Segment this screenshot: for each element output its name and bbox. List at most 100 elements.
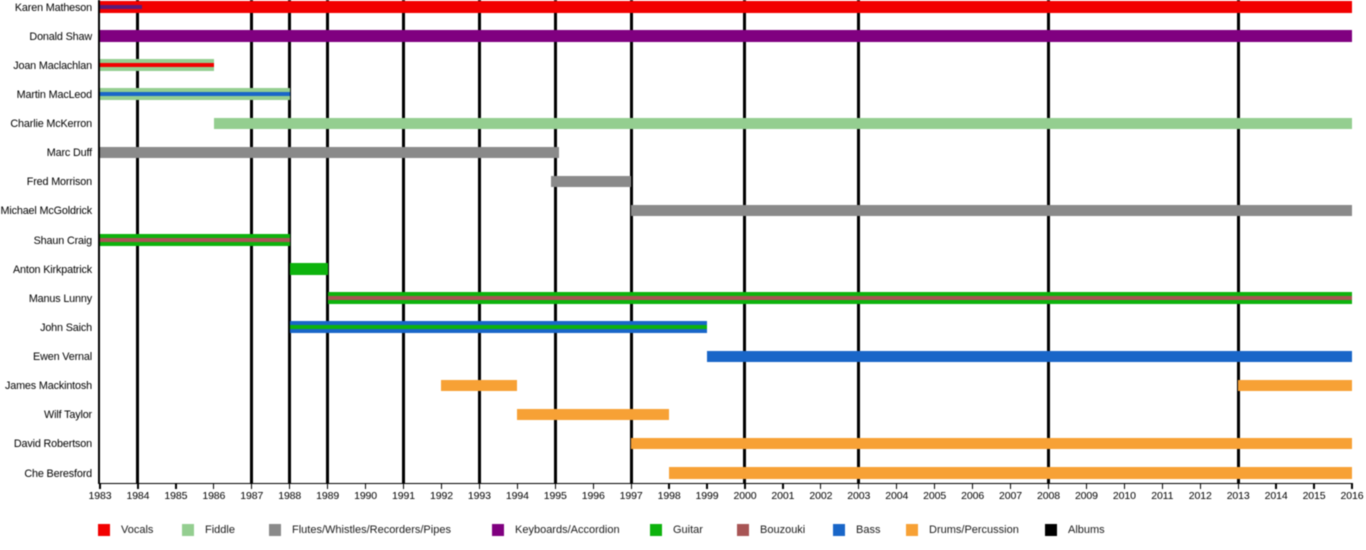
member-period-bar (213, 117, 1352, 130)
album-release-line (857, 0, 861, 484)
x-axis-year-label: 2011 (1151, 490, 1174, 502)
member-secondary-instrument-line (100, 4, 142, 9)
x-axis-tick (1199, 483, 1201, 489)
x-axis-tick (592, 483, 594, 489)
x-axis-year-label: 2000 (733, 490, 757, 502)
legend-swatch-albums (1045, 524, 1057, 536)
x-axis-tick (668, 483, 670, 489)
legend-label: Bass (856, 523, 881, 536)
x-axis-tick (440, 483, 443, 489)
album-release-line (326, 0, 330, 484)
legend-label: Keyboards/Accordion (515, 523, 620, 536)
member-name: Karen Matheson (14, 1, 92, 14)
member-name: Martin MacLeod (16, 88, 92, 101)
member-period-bar (100, 146, 560, 159)
member-period-bar (631, 437, 1352, 450)
album-release-line (743, 0, 747, 484)
legend-label: Guitar (673, 523, 703, 536)
member-name: Fred Morrison (26, 176, 92, 189)
member-name: Shaun Craig (33, 234, 93, 247)
member-name: Marc Duff (46, 147, 92, 160)
album-release-line (629, 0, 633, 484)
member-secondary-instrument-line (327, 296, 1352, 301)
legend-label: Albums (1068, 523, 1105, 536)
x-axis-tick (516, 483, 518, 489)
x-axis-tick (251, 483, 253, 489)
x-axis-tick (554, 483, 556, 489)
member-name: Ewen Vernal (33, 351, 92, 364)
x-axis-year-label: 1995 (543, 490, 567, 502)
x-axis-year-label: 2015 (1302, 490, 1326, 502)
legend-label: Bouzouki (760, 523, 806, 536)
x-axis-year-label: 2009 (1074, 490, 1098, 502)
x-axis-tick (896, 483, 898, 489)
x-axis-tick (326, 483, 329, 489)
member-name: Joan Maclachlan (13, 59, 92, 72)
x-axis-tick (1275, 483, 1277, 489)
x-axis-year-label: 1997 (619, 490, 643, 502)
x-axis-tick (934, 483, 936, 489)
x-axis-tick (99, 483, 101, 489)
x-axis-year-label: 1986 (202, 490, 226, 502)
x-axis-tick (820, 483, 822, 489)
x-axis-year-label: 2008 (1037, 490, 1060, 502)
album-release-line (1046, 0, 1050, 484)
x-axis-year-label: 1990 (354, 490, 378, 502)
legend-label: Vocals (121, 523, 154, 536)
x-axis-year-label: 1996 (581, 490, 605, 502)
x-axis-year-label: 2013 (1226, 490, 1250, 502)
album-release-line (1236, 0, 1240, 484)
x-axis-year-label: 2003 (847, 490, 871, 502)
x-axis-year-label: 2005 (923, 490, 947, 502)
x-axis-year-label: 2006 (961, 490, 985, 502)
x-axis-line (98, 482, 1354, 485)
x-axis-tick (137, 483, 139, 489)
member-period-bar (100, 30, 1352, 42)
member-period-bar (517, 408, 670, 421)
member-name: Manus Lunny (28, 292, 92, 305)
x-axis-year-label: 2010 (1112, 490, 1136, 502)
x-axis-year-label: 2014 (1264, 490, 1288, 502)
x-axis-tick (213, 483, 215, 489)
x-axis-year-label: 1991 (392, 490, 415, 502)
x-axis-year-label: 1983 (88, 490, 112, 502)
member-period-bar (100, 1, 1352, 13)
member-period-bar (1238, 379, 1352, 392)
x-axis-tick (782, 483, 784, 489)
member-name: Charlie McKerron (10, 118, 92, 131)
legend-swatch-guitar (650, 524, 662, 536)
x-axis-year-label: 1993 (467, 490, 491, 502)
x-axis-year-label: 1988 (278, 490, 302, 502)
x-axis-tick (1085, 483, 1088, 489)
album-release-line (553, 0, 557, 484)
member-name: Michael McGoldrick (0, 205, 93, 218)
member-name: John Saich (40, 321, 92, 334)
x-axis-tick (1123, 483, 1125, 489)
x-axis-tick (1161, 483, 1163, 489)
x-axis-tick (630, 483, 632, 489)
member-period-bar (707, 350, 1352, 363)
member-name: Anton Kirkpatrick (12, 263, 92, 276)
x-axis-tick (1047, 483, 1050, 489)
x-axis-tick (858, 483, 860, 489)
x-axis-tick (364, 483, 367, 489)
member-period-bar (441, 379, 518, 392)
legend-swatch-flutes-whistles-recorders-pipes (269, 524, 281, 536)
x-axis-year-label: 1992 (429, 490, 453, 502)
legend-swatch-drums-percussion (906, 524, 918, 536)
member-period-bar (551, 175, 632, 188)
x-axis-year-label: 2007 (999, 490, 1023, 502)
x-axis-tick (971, 483, 974, 489)
x-axis-year-label: 1985 (164, 490, 188, 502)
member-period-bar (631, 204, 1352, 217)
album-release-line (477, 0, 481, 484)
x-axis-tick (289, 483, 291, 489)
x-axis-tick (706, 483, 708, 489)
legend-swatch-fiddle (182, 524, 194, 536)
x-axis-tick (1237, 483, 1239, 489)
x-axis-tick (1351, 483, 1353, 489)
x-axis-tick (1009, 483, 1012, 489)
x-axis-year-label: 1984 (126, 490, 150, 502)
legend-label: Fiddle (205, 523, 235, 536)
x-axis-year-label: 2004 (885, 490, 909, 502)
